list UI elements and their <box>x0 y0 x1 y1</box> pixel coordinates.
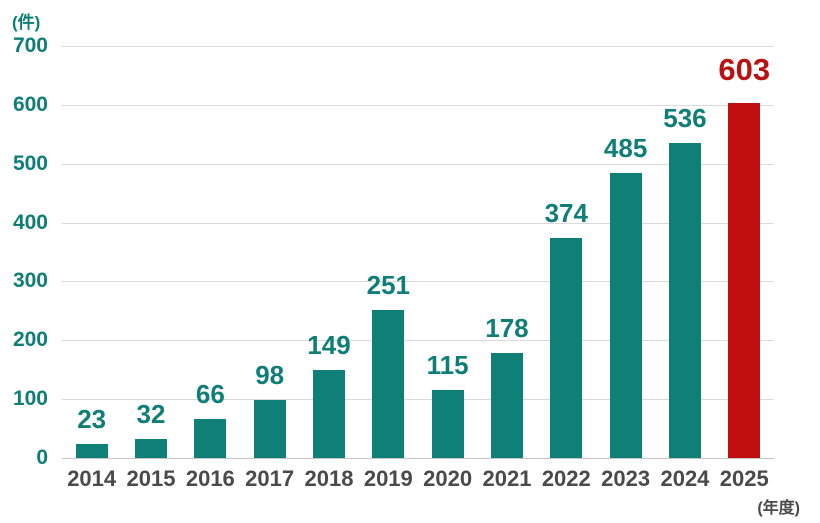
bar-slot: 603 <box>715 46 774 458</box>
gridline <box>62 163 774 165</box>
y-axis-unit-label: (件) <box>12 13 41 32</box>
y-tick-label: 100 <box>12 387 48 411</box>
gridlines <box>62 46 774 459</box>
bar-slot: 32 <box>121 46 180 458</box>
x-tick-label: 2022 <box>541 466 591 491</box>
bar-slot: 149 <box>299 46 358 458</box>
y-axis-tick-labels: 0 100 200 300 400 500 600 700 <box>0 0 48 523</box>
bar-slot: 115 <box>418 46 477 458</box>
y-tick-label: 0 <box>36 446 48 469</box>
y-tick-label: 400 <box>12 210 48 234</box>
bar-value-label: 536 <box>663 102 707 133</box>
x-tick-label: 2014 <box>67 466 117 491</box>
bar-value-label: 149 <box>307 330 351 361</box>
bar-value-label: 66 <box>195 379 225 410</box>
bars-row: 23 32 66 98 149 251 115 178 374 485 536 603 <box>62 46 774 458</box>
x-axis-tick-labels: 2014 2015 2016 2017 2018 2019 2020 2021 2022 2023… <box>62 466 774 492</box>
bar <box>75 444 108 458</box>
x-tick-label: 2019 <box>363 466 413 491</box>
bar-value-label: 603 <box>718 52 771 88</box>
gridline <box>62 222 774 224</box>
gridline <box>62 399 774 401</box>
x-tick-label: 2015 <box>126 466 176 491</box>
bar-slot: 536 <box>655 46 714 458</box>
bar-slot: 23 <box>62 46 121 458</box>
bar-value-label: 251 <box>366 270 410 301</box>
x-tick-label: 2016 <box>185 466 235 491</box>
x-tick-label: 2024 <box>660 466 710 491</box>
x-tick-label: 2020 <box>423 466 473 491</box>
y-tick-label: 200 <box>12 328 48 352</box>
y-tick-label: 500 <box>12 151 48 175</box>
gridline <box>62 340 774 342</box>
x-tick-label: 2018 <box>304 466 354 491</box>
x-axis-line <box>62 458 774 459</box>
bar-slot: 178 <box>477 46 536 458</box>
bar <box>312 370 345 458</box>
bar-value-label: 23 <box>77 404 107 435</box>
bar-slot: 98 <box>240 46 299 458</box>
x-tick-label: 2021 <box>482 466 532 491</box>
bar <box>372 310 405 458</box>
bar-value-label: 485 <box>603 132 648 163</box>
bar <box>431 390 464 458</box>
bar-highlighted <box>728 103 761 458</box>
y-tick-label: 600 <box>12 92 48 116</box>
bar-value-label: 115 <box>426 350 469 381</box>
bar <box>134 439 167 458</box>
x-tick-label: 2025 <box>719 466 769 491</box>
bar-slot: 251 <box>359 46 418 458</box>
bar-value-label: 374 <box>544 197 588 228</box>
bar-slot: 374 <box>537 46 596 458</box>
y-tick-label: 700 <box>12 34 48 57</box>
bar <box>194 419 227 458</box>
bar-value-label: 178 <box>485 313 529 344</box>
bar <box>253 400 286 458</box>
bar <box>609 172 642 458</box>
gridline <box>62 46 774 47</box>
bar-value-label: 98 <box>255 360 285 391</box>
bar-value-label: 32 <box>136 399 166 430</box>
plot-area: 23 32 66 98 149 251 115 178 374 485 536 603 <box>62 46 774 459</box>
bar <box>668 142 701 458</box>
bar-slot: 485 <box>596 46 655 458</box>
bar <box>550 237 583 458</box>
x-axis-unit-label: (年度) <box>757 500 800 517</box>
bar <box>490 353 523 458</box>
x-tick-label: 2023 <box>601 466 651 491</box>
bar-slot: 66 <box>181 46 240 458</box>
gridline <box>62 104 774 106</box>
y-tick-label: 300 <box>12 269 48 293</box>
gridline <box>62 281 774 283</box>
x-tick-label: 2017 <box>245 466 295 491</box>
